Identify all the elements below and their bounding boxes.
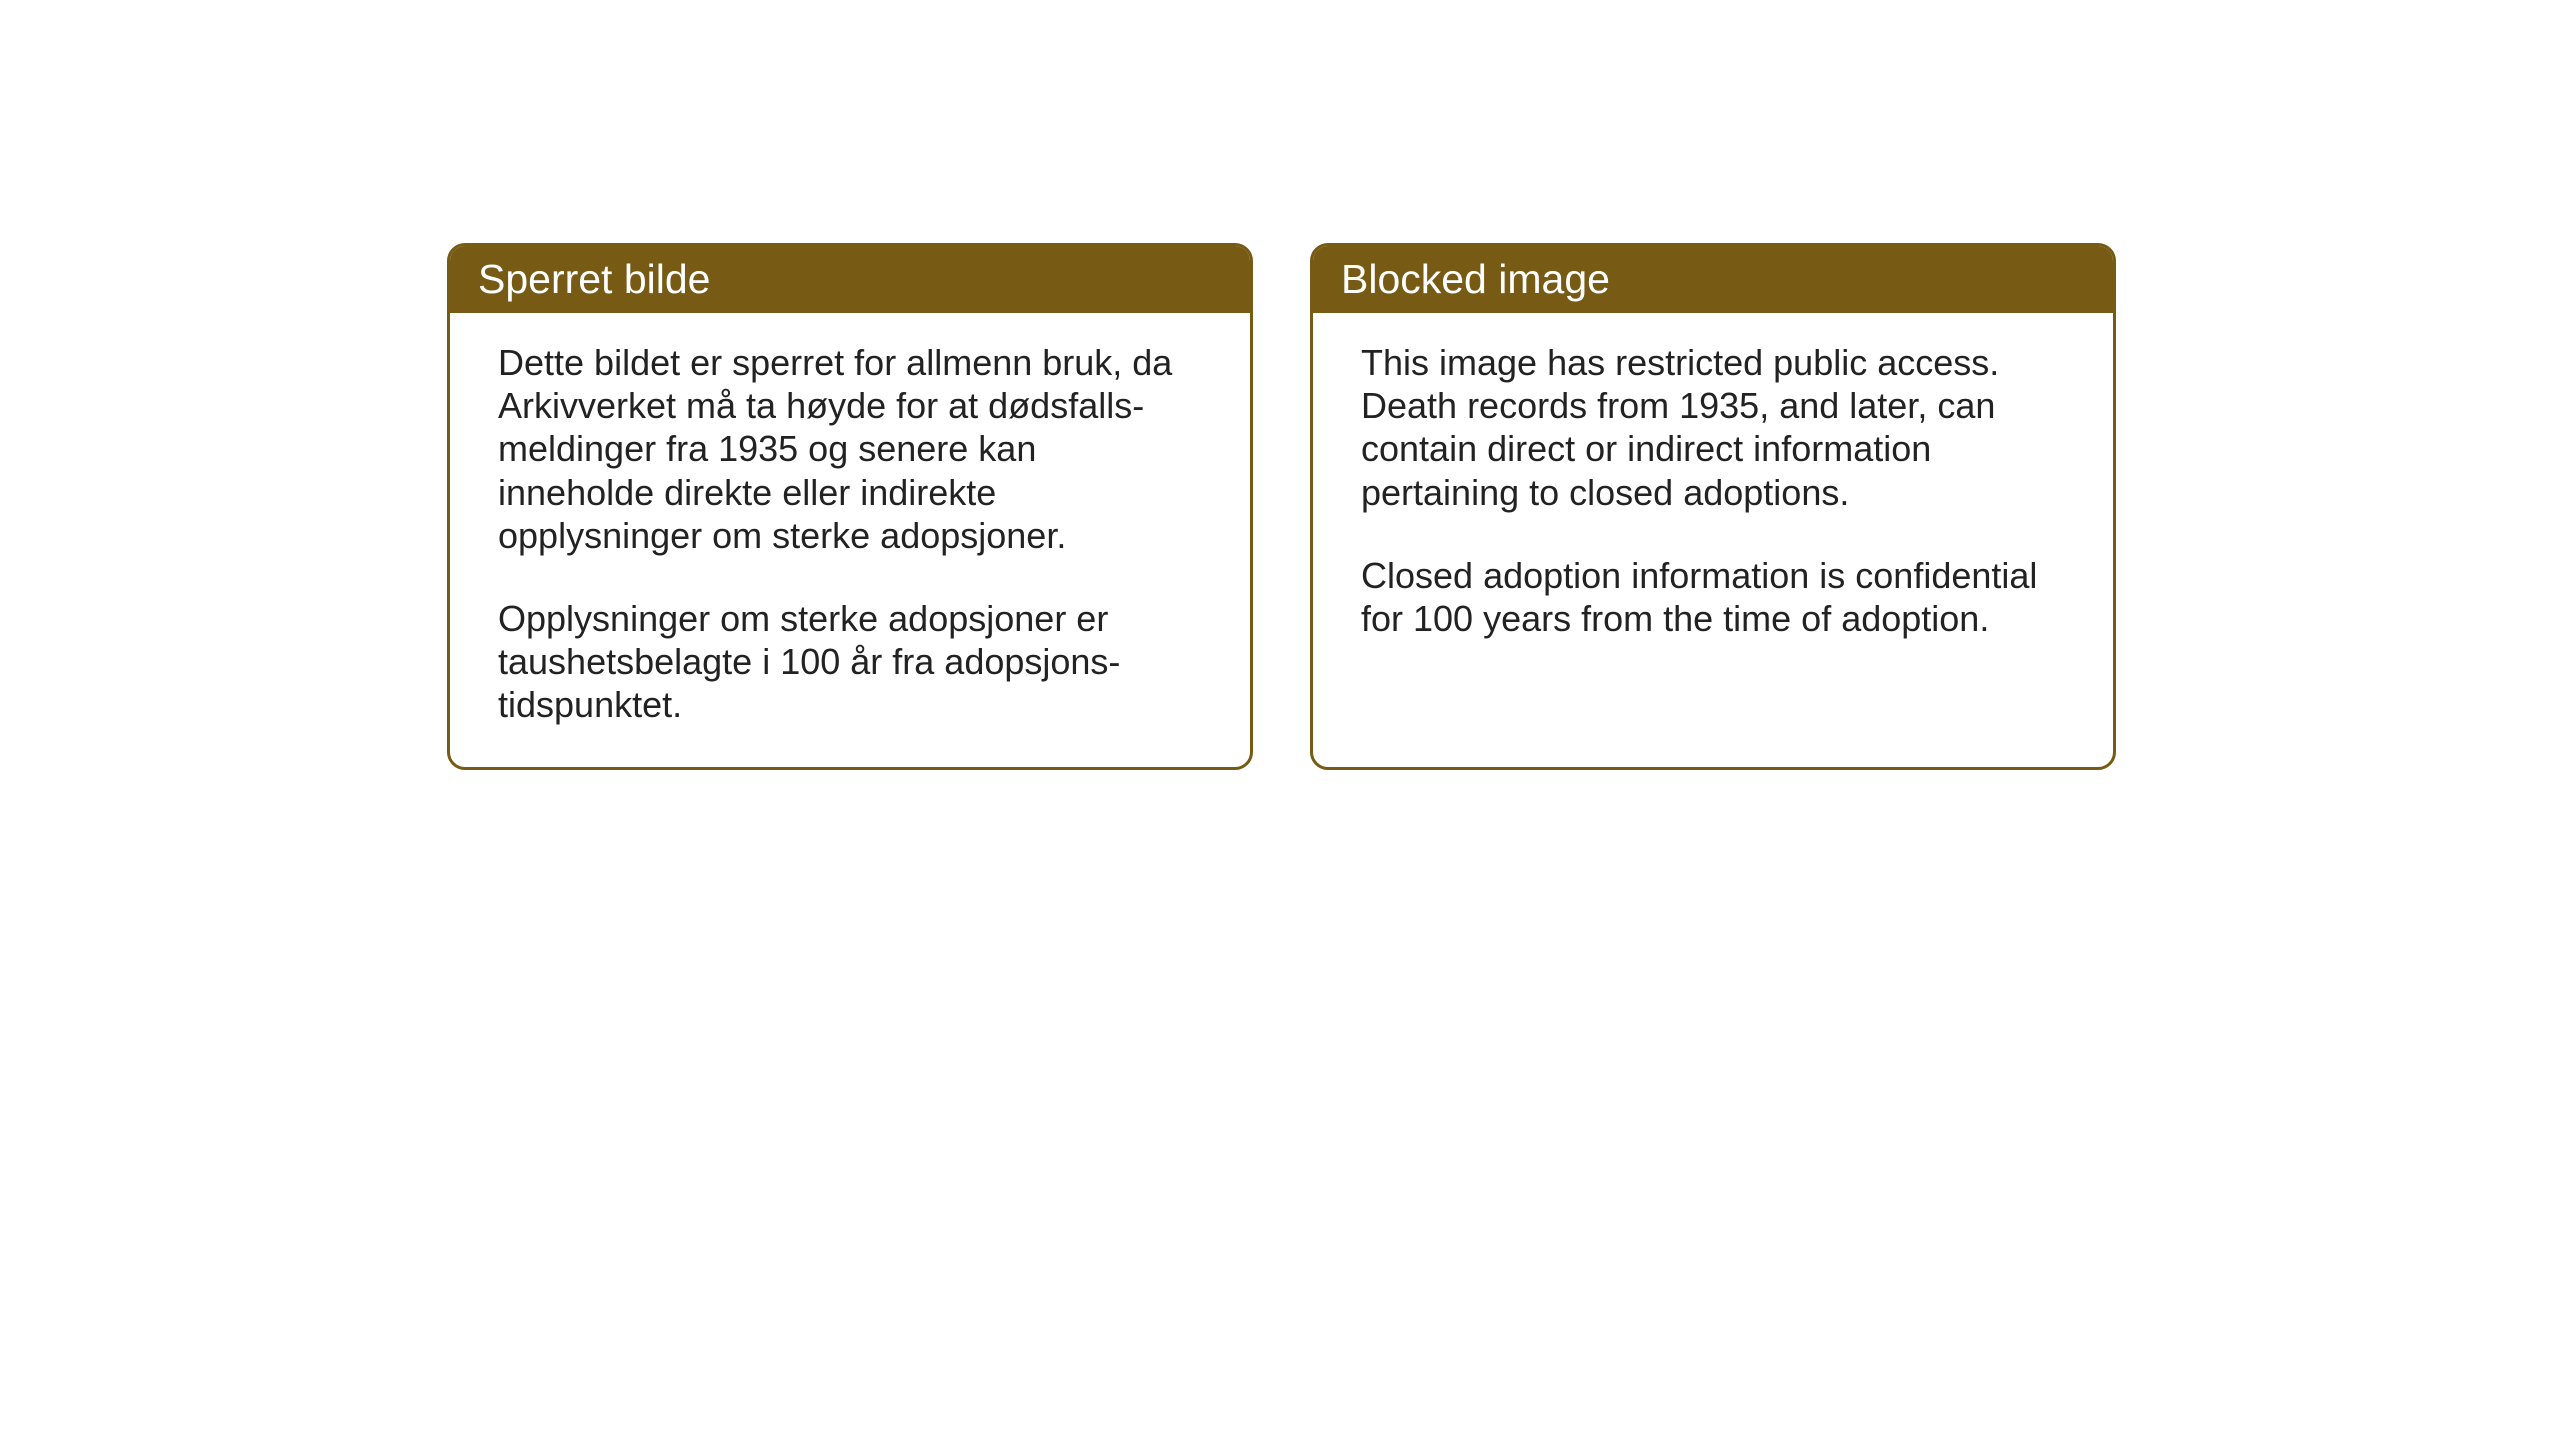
english-card-title: Blocked image [1313, 246, 2113, 313]
norwegian-card-body: Dette bildet er sperret for allmenn bruk… [450, 313, 1250, 767]
english-notice-card: Blocked image This image has restricted … [1310, 243, 2116, 770]
english-paragraph-2: Closed adoption information is confident… [1361, 554, 2065, 640]
norwegian-paragraph-2: Opplysninger om sterke adopsjoner er tau… [498, 597, 1202, 727]
english-card-body: This image has restricted public access.… [1313, 313, 2113, 680]
english-paragraph-1: This image has restricted public access.… [1361, 341, 2065, 514]
norwegian-paragraph-1: Dette bildet er sperret for allmenn bruk… [498, 341, 1202, 557]
notice-container: Sperret bilde Dette bildet er sperret fo… [447, 243, 2116, 770]
norwegian-notice-card: Sperret bilde Dette bildet er sperret fo… [447, 243, 1253, 770]
norwegian-card-title: Sperret bilde [450, 246, 1250, 313]
